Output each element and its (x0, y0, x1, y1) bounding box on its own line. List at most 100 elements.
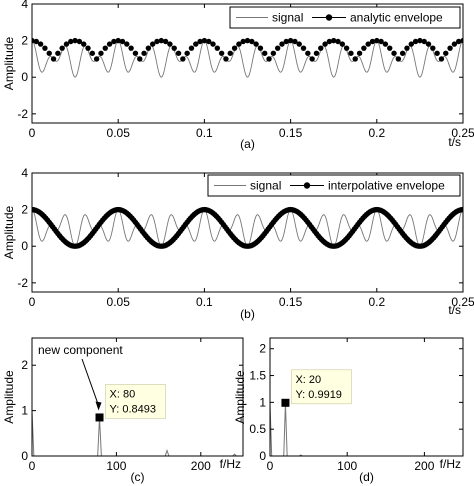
envelope-point (223, 56, 229, 62)
envelope-point (240, 38, 246, 45)
envelope-point (270, 50, 277, 56)
envelope-point (378, 38, 384, 45)
envelope-point (287, 37, 294, 44)
legend-swatch-envelope-dot (303, 182, 311, 189)
chart-panel-c: 0 100 200 0 1 2 Amplitude f/Hz (c) X: 80 Y: 0.8493… (2, 337, 244, 484)
y-tick-label: 4 (21, 166, 28, 180)
envelope-point (339, 41, 346, 47)
x-tick-label: 0.25 (451, 126, 474, 140)
envelope-point (382, 41, 389, 47)
envelope-point (85, 45, 91, 51)
y-tick-label: 2 (259, 342, 266, 356)
chart-panel-d: 0 100 200 0 0.5 1 1.5 2 Amplitude f/Hz (d) X: 20 Y: … (233, 337, 464, 484)
envelope-point (206, 38, 212, 45)
envelope-point (42, 45, 48, 51)
y-tick-label: 0 (21, 449, 28, 463)
datatip-y: Y: 0.9919 (295, 389, 342, 401)
envelope-point (274, 45, 281, 51)
envelope-point (171, 45, 177, 51)
envelope-point (343, 45, 350, 51)
y-axis-label: Amplitude (2, 37, 16, 91)
envelope-point (244, 37, 251, 44)
plot-area (32, 410, 243, 456)
envelope-point (137, 56, 143, 62)
envelope-point (430, 45, 436, 51)
datatip-marker (95, 413, 104, 422)
axes-box (31, 3, 464, 124)
envelope-point (145, 45, 152, 51)
envelope-point (218, 50, 225, 56)
envelope-point (425, 41, 432, 47)
legend-label-signal: signal (250, 179, 281, 193)
x-tick-label: 0 (29, 295, 36, 309)
envelope-point (37, 41, 44, 47)
envelope-point (322, 41, 328, 47)
envelope-point (356, 50, 363, 56)
envelope-point (93, 56, 100, 62)
envelope-point (331, 37, 337, 44)
annotation-arrow-line (81, 358, 99, 406)
envelope-point (300, 45, 307, 51)
envelope-point (399, 50, 406, 56)
envelope-point (197, 38, 203, 45)
envelope-point (391, 50, 397, 56)
x-axis-label: f/Hz (440, 457, 461, 471)
x-tick-label: 0.2 (368, 295, 385, 309)
envelope-point (55, 50, 61, 56)
x-tick-label: 0 (267, 459, 274, 473)
envelope-point (76, 38, 83, 45)
envelope-point (352, 56, 358, 62)
envelope-point (111, 38, 117, 45)
x-tick-label: 0.15 (279, 295, 303, 309)
x-tick-label: 0.05 (107, 295, 131, 309)
y-tick-label: 0 (259, 449, 266, 463)
envelope-point (132, 50, 139, 56)
legend: signal analytic envelope (229, 6, 461, 29)
x-tick-label: 0.15 (279, 126, 303, 140)
spectrum-line (32, 410, 243, 456)
y-tick-label: 2 (21, 203, 28, 217)
x-tick-label: 0 (29, 459, 36, 473)
envelope-point (68, 38, 74, 45)
axes-box (31, 337, 244, 457)
envelope-point (175, 50, 182, 56)
plot-area (270, 402, 463, 456)
y-tick-label: 1 (259, 395, 266, 409)
legend: signal interpolative envelope (207, 174, 461, 197)
datatip-x: X: 80 (110, 388, 136, 400)
annotation-arrow-head (95, 401, 102, 411)
envelope-point (412, 38, 419, 45)
envelope-point (262, 50, 268, 56)
y-tick-label: 0 (21, 239, 28, 253)
envelope-point (279, 41, 285, 47)
envelope-point (236, 41, 242, 47)
datatip-box (291, 369, 352, 405)
envelope-point (443, 50, 449, 56)
envelope-point (188, 45, 195, 51)
envelope-point (72, 37, 78, 44)
y-tick-label: -2 (17, 276, 28, 290)
y-axis-label: Amplitude (2, 370, 16, 424)
y-tick-label: 1 (21, 404, 28, 418)
x-tick-label: 200 (191, 459, 211, 473)
x-tick-label: 0.1 (196, 295, 213, 309)
legend-label-envelope: interpolative envelope (328, 179, 445, 193)
envelope-point (210, 41, 216, 47)
envelope-point (193, 41, 199, 47)
envelope-point (283, 38, 289, 45)
envelope-point (149, 41, 156, 47)
envelope-point (395, 56, 402, 62)
y-axis-label: Amplitude (2, 206, 16, 260)
panel-label: (c) (131, 470, 145, 484)
envelope-point (318, 45, 324, 51)
envelope-point (98, 50, 104, 56)
envelope-point (167, 41, 173, 47)
envelope-point (106, 41, 113, 47)
envelope-point (253, 41, 259, 47)
axes-box (31, 172, 464, 293)
envelope-point (81, 41, 87, 47)
envelope-point (46, 50, 52, 56)
panel-label: (d) (359, 470, 374, 484)
spectrum-line (270, 402, 463, 456)
